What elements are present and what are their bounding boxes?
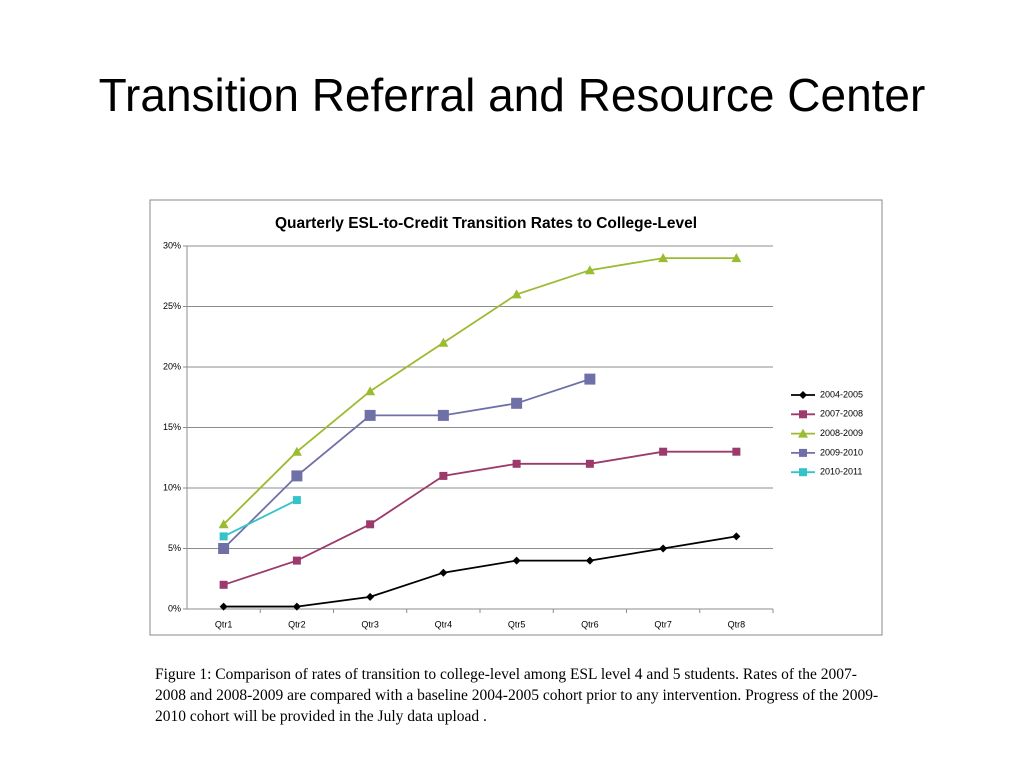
- slide-title: Transition Referral and Resource Center: [98, 69, 926, 121]
- series-line: [223, 499, 298, 538]
- data-point: [291, 470, 303, 482]
- data-point: [511, 289, 522, 299]
- data-point: [218, 519, 229, 529]
- data-point: [731, 253, 742, 263]
- data-point: [219, 532, 228, 541]
- y-tick-label: 0%: [168, 603, 181, 613]
- legend-label: 2010-2011: [820, 467, 862, 477]
- series-line: [222, 257, 737, 525]
- data-point: [732, 447, 741, 456]
- x-tick-label: Qtr5: [508, 619, 526, 629]
- x-tick-label: Qtr3: [361, 619, 379, 629]
- data-point: [511, 397, 523, 409]
- legend-label: 2009-2010: [820, 447, 863, 457]
- data-point: [219, 602, 228, 611]
- x-tick-label: Qtr8: [728, 619, 746, 629]
- data-point: [439, 471, 448, 480]
- legend-marker: [798, 428, 808, 438]
- legend-marker: [799, 391, 807, 399]
- data-point: [364, 409, 376, 421]
- data-point: [658, 253, 669, 263]
- series-line: [222, 378, 591, 550]
- data-point: [218, 543, 230, 554]
- legend-label: 2007-2008: [820, 409, 863, 419]
- series-line: [223, 535, 737, 608]
- data-point: [438, 337, 449, 347]
- data-point: [659, 447, 668, 456]
- data-point: [585, 459, 594, 468]
- data-point: [512, 459, 521, 468]
- data-point: [366, 592, 375, 601]
- data-point: [292, 496, 301, 505]
- data-point: [585, 556, 594, 565]
- y-tick-label: 30%: [163, 240, 181, 250]
- legend-marker: [799, 410, 807, 419]
- data-point: [584, 373, 596, 385]
- data-point: [584, 265, 595, 275]
- legend-marker: [799, 468, 807, 477]
- x-tick-label: Qtr2: [288, 619, 306, 629]
- series-line: [223, 450, 737, 586]
- y-tick-label: 5%: [168, 543, 181, 553]
- legend-label: 2004-2005: [820, 389, 863, 399]
- data-point: [365, 386, 376, 396]
- data-point: [659, 544, 668, 553]
- x-tick-label: Qtr7: [654, 619, 672, 629]
- data-point: [732, 532, 741, 541]
- data-point: [219, 580, 228, 589]
- y-tick-label: 25%: [163, 301, 181, 311]
- data-point: [291, 446, 302, 456]
- x-tick-label: Qtr1: [215, 619, 233, 629]
- caption: Figure 1: Comparison of rates of transit…: [155, 666, 879, 725]
- x-tick-label: Qtr6: [581, 619, 599, 629]
- y-tick-label: 15%: [163, 422, 181, 432]
- legend-label: 2008-2009: [820, 428, 863, 438]
- legend-marker: [799, 448, 807, 457]
- chart: Quarterly ESL-to-Credit Transition Rates…: [149, 199, 883, 636]
- chart-title: Quarterly ESL-to-Credit Transition Rates…: [275, 215, 697, 232]
- data-point: [366, 520, 375, 529]
- data-point: [512, 556, 521, 565]
- data-point: [437, 409, 449, 421]
- x-tick-label: Qtr4: [435, 619, 453, 629]
- y-tick-label: 20%: [163, 361, 181, 371]
- chart-frame: [149, 199, 883, 636]
- data-point: [292, 556, 301, 565]
- data-point: [292, 602, 301, 611]
- y-tick-label: 10%: [163, 482, 181, 492]
- data-point: [439, 568, 448, 577]
